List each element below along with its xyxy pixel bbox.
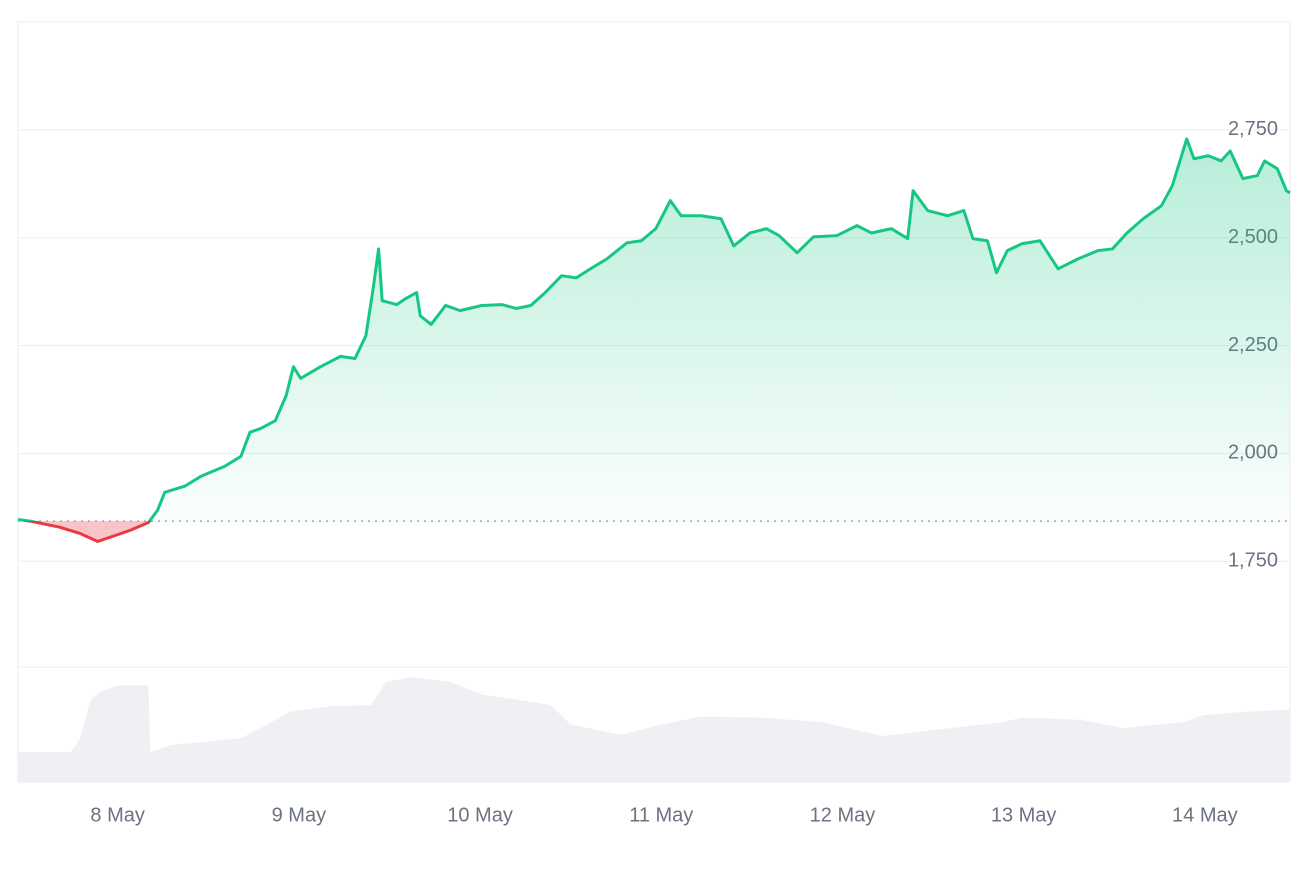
x-tick-label: 10 May (447, 804, 513, 826)
x-tick-label: 14 May (1172, 804, 1238, 826)
price-area (18, 138, 1290, 542)
price-line (17, 137, 1291, 543)
x-tick-label: 13 May (991, 804, 1057, 826)
y-tick-label: 2,750 (1228, 118, 1278, 140)
volume-area (18, 677, 1290, 782)
x-tick-label: 11 May (629, 804, 693, 826)
x-tick-label: 9 May (272, 804, 326, 826)
x-tick-label: 8 May (90, 804, 144, 826)
x-tick-label: 12 May (810, 804, 876, 826)
y-tick-label: 1,750 (1228, 550, 1278, 572)
